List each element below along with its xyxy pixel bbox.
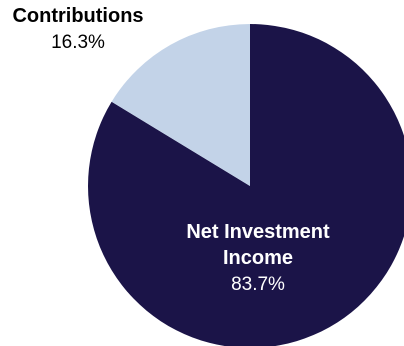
value-label-net-investment-income: 83.7%	[231, 274, 285, 295]
value-label-contributions: 16.3%	[51, 32, 105, 53]
pie-slice-net-investment-income	[88, 24, 404, 346]
category-label-contributions: Contributions	[12, 5, 143, 27]
category-label-net-investment-income-line-2: Income	[223, 247, 293, 269]
pie-slices	[88, 24, 404, 346]
pie-labels: Net Investment Income 83.7% Contributions 16…	[12, 5, 330, 295]
pie-slice-contributions	[111, 24, 250, 186]
category-label-net-investment-income-line-1: Net Investment	[186, 221, 330, 243]
